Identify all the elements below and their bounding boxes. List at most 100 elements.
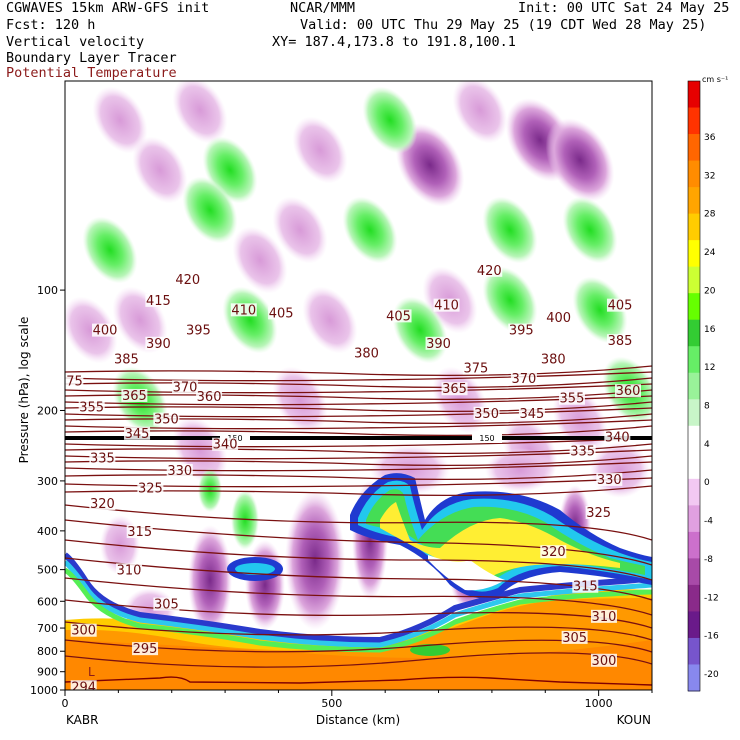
colorbar-label: -16 [704, 632, 719, 642]
theta-label: 365 [442, 382, 467, 397]
colorbar-swatch [688, 637, 700, 665]
colorbar-label: 12 [704, 363, 715, 373]
theta-label-bg [166, 463, 193, 477]
theta-label: 295 [133, 642, 158, 657]
theta-contour [65, 539, 652, 581]
theta-label: 305 [562, 631, 587, 646]
theta-label-bg [462, 361, 489, 375]
theta-label-bg [92, 323, 119, 337]
theta-label: 360 [197, 390, 222, 405]
theta-label: 385 [608, 334, 633, 349]
theta-contour [65, 443, 652, 455]
theta-contour [65, 639, 652, 653]
plume-gap [428, 555, 505, 591]
theta-label-bg [385, 309, 412, 323]
theta-contour [65, 425, 652, 437]
endpoint-right: KOUN [617, 713, 651, 727]
theta-contour [65, 407, 652, 418]
colorbar-label: 32 [704, 171, 715, 181]
colorbar-label: 16 [704, 325, 716, 335]
theta-label-bg [585, 506, 612, 520]
theta-label: 294 [71, 680, 96, 695]
theta-contour [65, 461, 652, 472]
y-tick-label: 400 [37, 525, 58, 538]
theta-contour [65, 383, 652, 394]
theta-label: 405 [269, 306, 294, 321]
theta-label-bg [606, 334, 633, 348]
wave-blob [562, 196, 618, 264]
x-tick-label: 0 [62, 697, 69, 710]
wave-blob [65, 296, 118, 364]
theta-contour [65, 455, 652, 467]
theta-label: 340 [213, 438, 238, 453]
theta-contour [65, 413, 652, 425]
theta-label-bg [425, 336, 452, 350]
theta-label: 305 [154, 598, 179, 613]
colorbar-swatch [688, 531, 700, 559]
theta-label-bg [121, 388, 148, 402]
colorbar-swatch [688, 81, 700, 109]
theta-label-bg [132, 642, 159, 656]
theta-label-bg [116, 563, 143, 577]
colorbar-swatch [688, 611, 700, 639]
tropopause-label-bg [472, 433, 502, 443]
y-tick-label: 200 [37, 404, 58, 417]
theta-label: 400 [546, 311, 571, 326]
theta-label: 325 [586, 506, 611, 521]
theta-label-bg [70, 623, 97, 637]
theta-label-bg [230, 303, 257, 317]
y-tick-label: 700 [37, 622, 58, 635]
theta-label-bg [590, 653, 617, 667]
theta-label: 300 [592, 654, 617, 669]
theta-label-bg [606, 298, 633, 312]
theta-contour [65, 437, 652, 448]
colorbar-label: 8 [704, 402, 710, 412]
theta-contour [65, 469, 652, 481]
wave-blob [232, 226, 288, 294]
colorbar-swatch [688, 452, 700, 480]
theta-label-bg [172, 380, 199, 394]
wave-blob [482, 266, 538, 334]
colorbar-swatch [688, 346, 700, 374]
theta-label-bg [614, 384, 641, 398]
theta-label: 420 [175, 273, 200, 288]
wave-blob [342, 196, 398, 264]
theta-label-bg [126, 525, 153, 539]
downdraft-blob [198, 468, 222, 512]
theta-label-bg [153, 412, 180, 426]
theta-label-bg [590, 609, 617, 623]
theta-label: 385 [114, 353, 139, 368]
wave-blob [302, 286, 358, 354]
theta-label-bg [441, 382, 468, 396]
colorbar-swatch [688, 107, 700, 135]
theta-label: 400 [93, 324, 118, 339]
cross-section-xy: XY= 187.4,173.8 to 191.8,100.1 [272, 34, 516, 50]
isolated-plume-cyan [235, 563, 275, 575]
theta-label: 315 [127, 525, 152, 540]
colorbar-swatch [688, 478, 700, 506]
x-axis-label: Distance (km) [316, 713, 400, 727]
theta-label: 390 [426, 337, 451, 352]
colorbar: 36 32 28 24 20 16 12 8 4 0 -4 -8 -12 -16 -20 [687, 80, 719, 692]
elevated-plume-yellow [380, 502, 620, 580]
theta-label: 345 [520, 407, 545, 422]
colorbar-label: -4 [704, 517, 713, 527]
theta-contour [65, 449, 652, 460]
colorbar-swatch [688, 425, 700, 453]
colorbar-swatch [688, 293, 700, 321]
theta-label: 395 [186, 324, 211, 339]
wave-blob [132, 136, 188, 204]
y-tick-label: 800 [37, 645, 58, 658]
theta-label: 390 [146, 337, 171, 352]
theta-label: 415 [146, 294, 171, 309]
theta-label-bg [212, 437, 239, 451]
colorbar-label: 28 [704, 210, 716, 220]
y-tick-label: 100 [37, 284, 58, 297]
colorbar-swatch [688, 266, 700, 294]
org-label: NCAR/MMM [290, 0, 356, 16]
theta-label-bg [174, 273, 201, 287]
theta-label: 345 [125, 427, 150, 442]
y-tick-label: 1000 [30, 684, 58, 697]
theta-label: 370 [512, 372, 537, 387]
field-boundary-layer-tracer: Boundary Layer Tracer [6, 50, 177, 66]
